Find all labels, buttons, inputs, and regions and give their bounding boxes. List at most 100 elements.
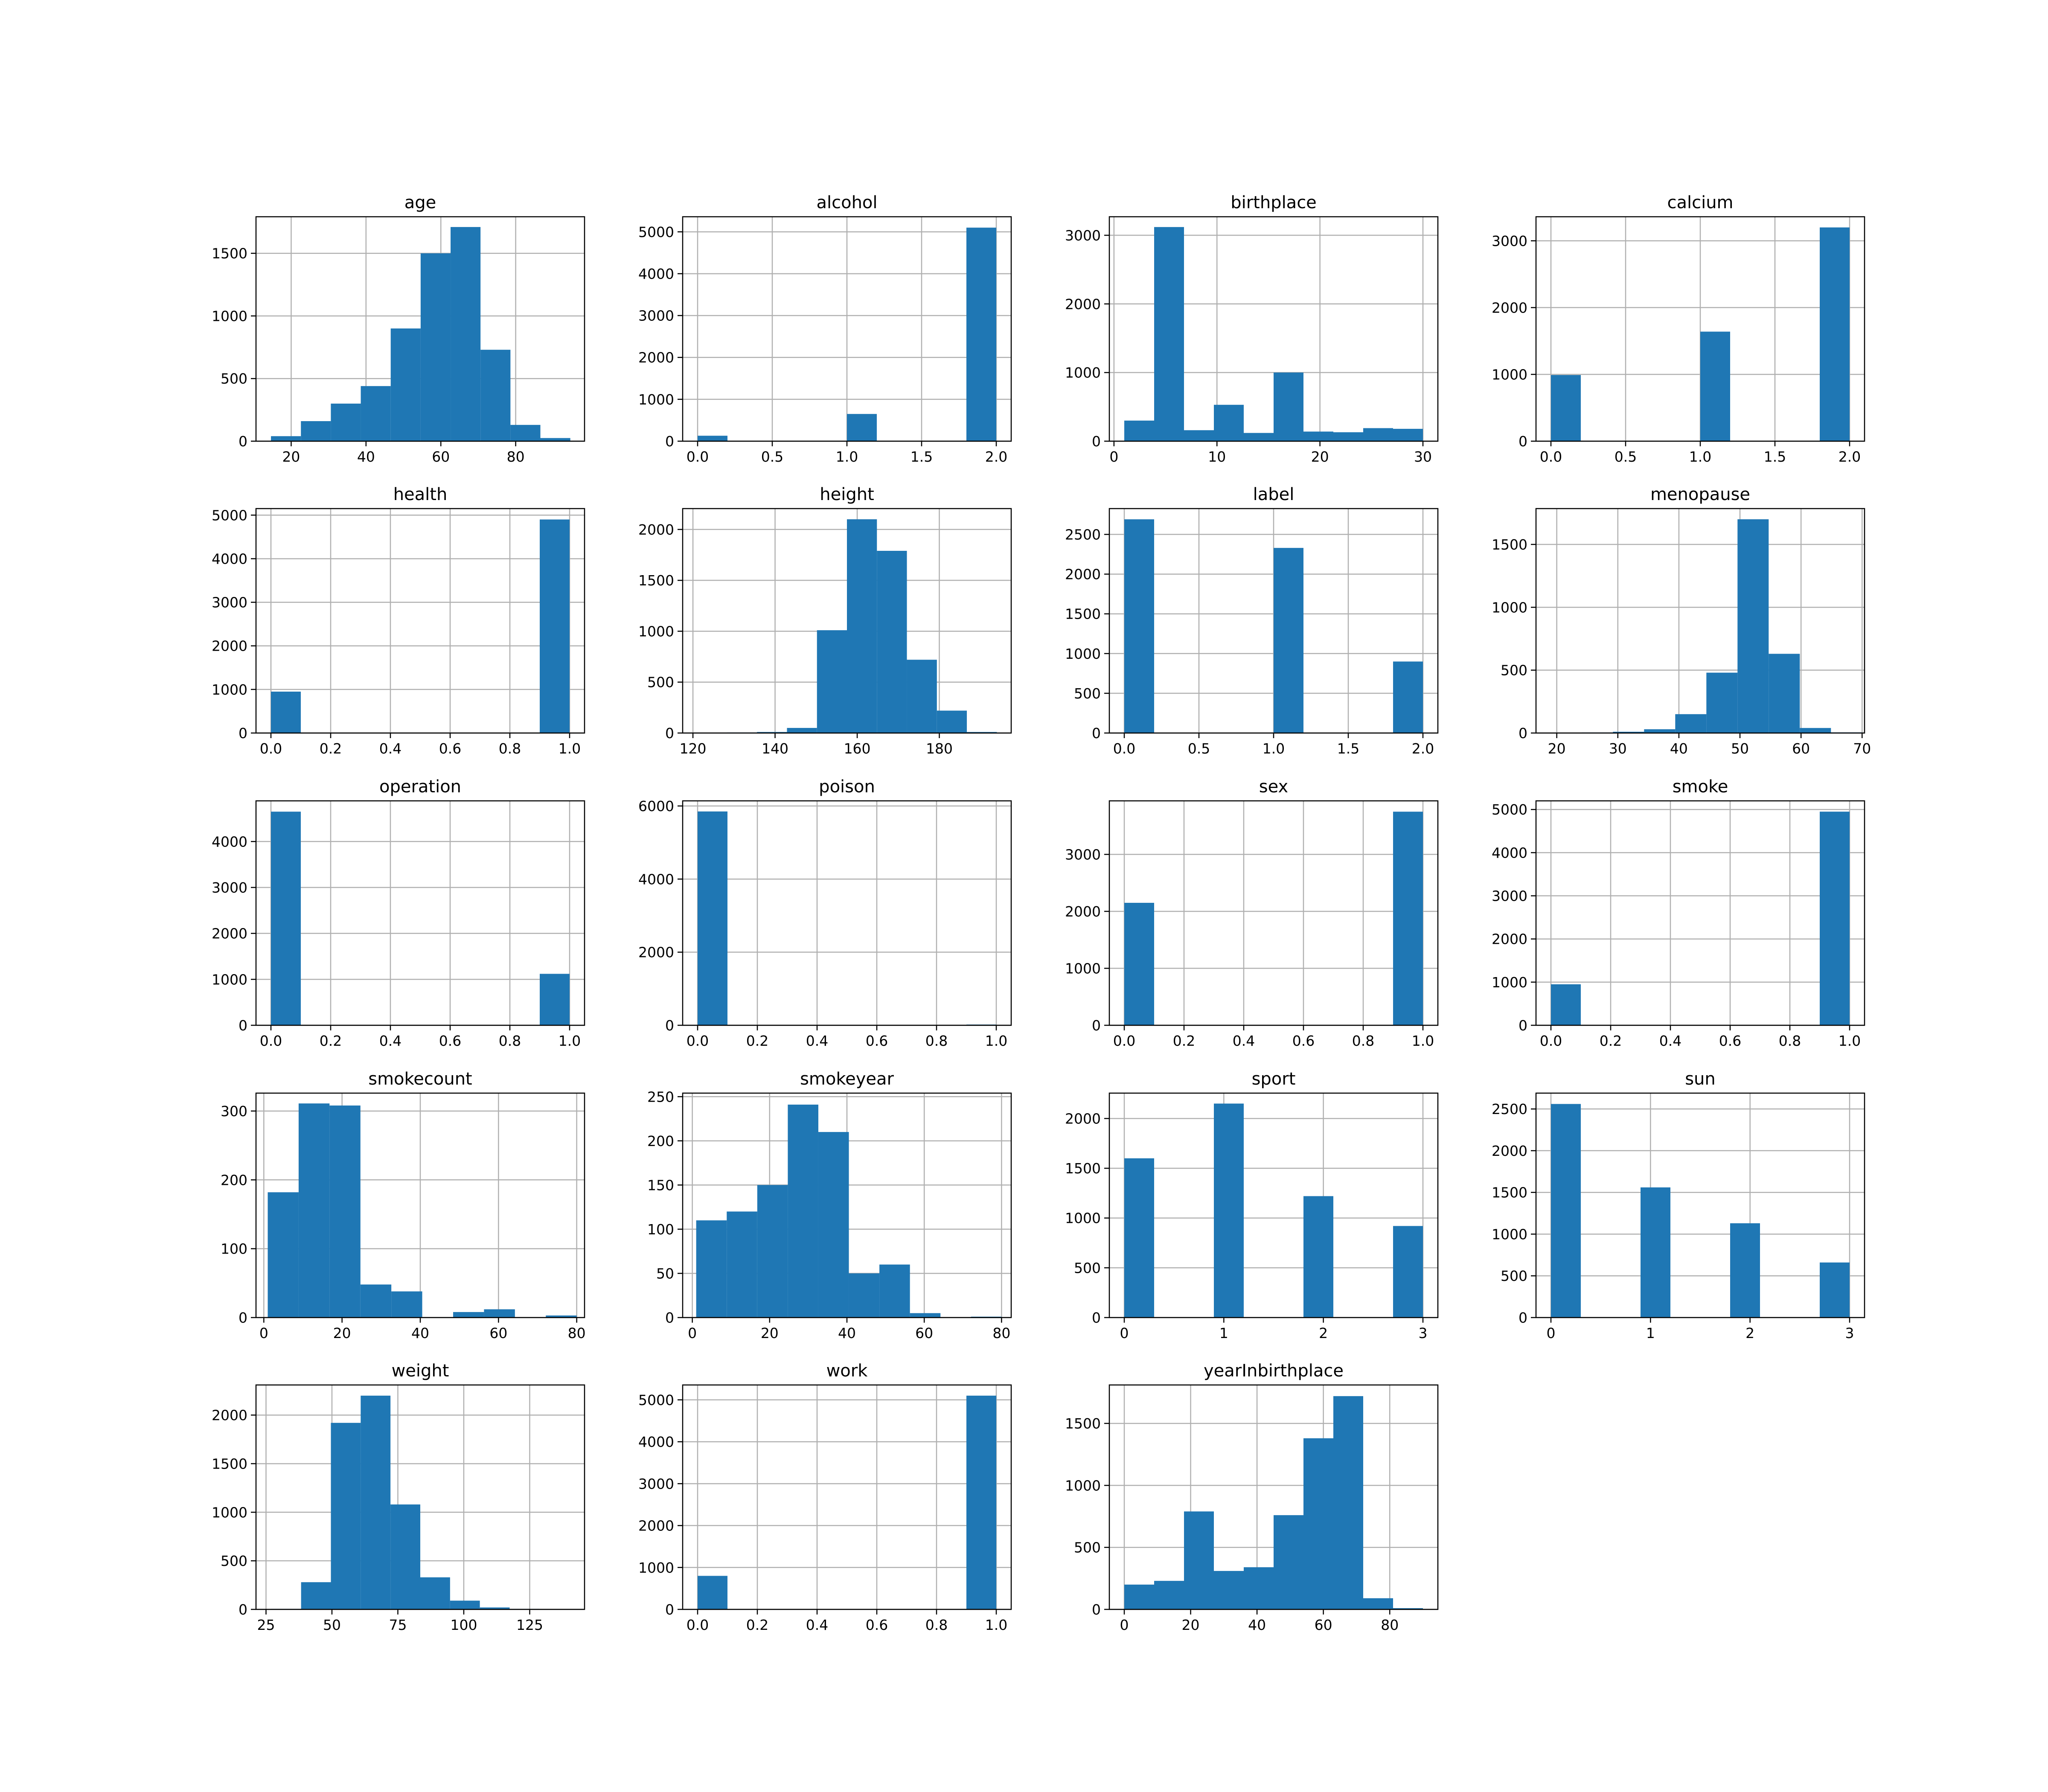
x-tick-label: 0.8: [1352, 1033, 1374, 1049]
histogram-bar: [1641, 1187, 1670, 1318]
x-tick-label: 50: [323, 1617, 341, 1633]
y-tick-label: 1000: [638, 1559, 674, 1576]
x-tick-label: 0.0: [687, 448, 709, 465]
x-tick-label: 60: [1792, 740, 1810, 757]
x-tick-label: 0.5: [761, 448, 783, 465]
subplot-smokeyear: 0 20 40 60 80 0 50 100 150 200 250 smokeyear: [647, 1069, 1012, 1341]
subplot-title: operation: [379, 777, 461, 797]
x-tick-label: 0.4: [379, 740, 401, 757]
y-tick-label: 0: [239, 1309, 247, 1326]
y-tick-label: 1000: [212, 308, 247, 324]
y-tick-label: 1000: [1065, 364, 1101, 381]
subplot-work: 0.0 0.2 0.4 0.6 0.8 1.0 0 1000 2000 3000 4000 5000 w…: [638, 1361, 1012, 1633]
histogram-bar: [877, 550, 907, 733]
histogram-bar: [420, 1577, 450, 1609]
histogram-bar: [1820, 1262, 1850, 1318]
axes-frame: [682, 216, 1012, 442]
axes-frame: [255, 508, 585, 734]
y-tick-label: 1000: [212, 971, 247, 988]
histogram-bar: [361, 1396, 391, 1609]
y-tick-label: 2000: [1492, 300, 1527, 316]
y-tick-label: 0: [1092, 725, 1101, 742]
histogram-bar: [1363, 1598, 1393, 1609]
x-tick-label: 20: [1548, 740, 1566, 757]
y-tick-label: 3000: [1065, 227, 1101, 244]
x-tick-label: 20: [282, 448, 300, 465]
histogram-bar: [1551, 375, 1581, 441]
y-tick-label: 2000: [1065, 903, 1101, 920]
histogram-bar: [727, 1211, 757, 1318]
subplot-sex: 0.0 0.2 0.4 0.6 0.8 1.0 0 1000 2000 3000 sex: [1065, 777, 1439, 1049]
subplot-yearInbirthplace: 0 20 40 60 80 0 500 1000 1500 yearInbirthplace: [1065, 1361, 1439, 1633]
subplot-age: 20 40 60 80 0 500 1000 1500 age: [212, 193, 585, 465]
subplot-title: smokecount: [368, 1069, 472, 1089]
y-tick-label: 1000: [1492, 974, 1527, 991]
y-tick-label: 4000: [638, 265, 674, 282]
histogram-bar: [1644, 729, 1676, 733]
subplot-title: poison: [819, 777, 875, 797]
x-tick-label: 60: [1315, 1617, 1332, 1633]
subplot-birthplace: 0 10 20 30 0 1000 2000 3000 birthplace: [1065, 193, 1439, 465]
x-tick-label: 0: [1120, 1325, 1129, 1341]
y-tick-label: 3000: [1492, 233, 1527, 249]
histogram-bar: [546, 1315, 577, 1318]
y-tick-label: 1500: [1492, 1184, 1527, 1201]
x-tick-label: 0.0: [1540, 1033, 1562, 1049]
x-tick-label: 80: [507, 448, 525, 465]
x-tick-label: 0.6: [1292, 1033, 1315, 1049]
histogram-bar: [1551, 1104, 1581, 1318]
x-tick-label: 0.6: [439, 1033, 461, 1049]
histogram-bar: [1303, 431, 1333, 441]
histogram-bar: [1820, 227, 1850, 441]
y-tick-label: 1000: [1492, 366, 1527, 383]
subplot-title: alcohol: [816, 193, 877, 212]
y-tick-label: 4000: [638, 1434, 674, 1450]
y-tick-label: 2000: [1492, 1143, 1527, 1159]
y-tick-label: 0: [665, 1309, 674, 1326]
histogram-bar: [1274, 1515, 1303, 1609]
x-tick-label: 0.2: [1173, 1033, 1195, 1049]
x-tick-label: 0: [1109, 448, 1118, 465]
x-tick-label: 40: [838, 1325, 856, 1341]
x-tick-label: 40: [1670, 740, 1688, 757]
subplot-title: health: [393, 485, 448, 504]
histogram-bar: [1393, 1608, 1423, 1609]
y-tick-label: 1000: [638, 623, 674, 640]
y-tick-label: 2000: [638, 944, 674, 961]
histogram-bar: [1303, 1196, 1333, 1318]
histogram-bar: [787, 728, 817, 733]
y-tick-label: 0: [239, 1601, 247, 1618]
y-tick-label: 5000: [638, 224, 674, 240]
plot-area: [683, 801, 1011, 1025]
histogram-bar: [1124, 420, 1154, 441]
subplot-title: sport: [1252, 1069, 1296, 1089]
y-tick-label: 0: [665, 1601, 674, 1618]
x-tick-label: 1.0: [1412, 1033, 1434, 1049]
histogram-bar: [910, 1313, 941, 1318]
x-tick-label: 60: [432, 448, 450, 465]
histogram-bar: [1124, 519, 1154, 733]
subplot-title: calcium: [1667, 193, 1733, 212]
y-tick-label: 0: [1519, 725, 1527, 742]
y-tick-label: 3000: [212, 879, 247, 896]
y-tick-label: 0: [239, 433, 247, 450]
histogram-bar: [450, 1600, 480, 1609]
x-tick-label: 20: [1311, 448, 1329, 465]
x-tick-label: 0.6: [866, 1033, 888, 1049]
histogram-bar: [480, 1607, 510, 1609]
histogram-bar: [1706, 672, 1738, 733]
x-tick-label: 80: [1381, 1617, 1399, 1633]
x-tick-label: 20: [1182, 1617, 1200, 1633]
y-tick-label: 200: [221, 1172, 247, 1188]
x-tick-label: 1.0: [836, 448, 858, 465]
x-tick-label: 80: [992, 1325, 1010, 1341]
subplot-smokecount: 0 20 40 60 80 0 100 200 300 smokecount: [221, 1069, 586, 1341]
y-tick-label: 0: [1092, 1017, 1101, 1034]
histogram-bar: [1244, 1567, 1274, 1609]
x-tick-label: 3: [1419, 1325, 1428, 1341]
histogram-bar: [879, 1264, 910, 1318]
axes-frame: [682, 508, 1012, 734]
x-tick-label: 3: [1845, 1325, 1854, 1341]
x-tick-label: 180: [926, 740, 953, 757]
x-tick-label: 125: [516, 1617, 543, 1633]
